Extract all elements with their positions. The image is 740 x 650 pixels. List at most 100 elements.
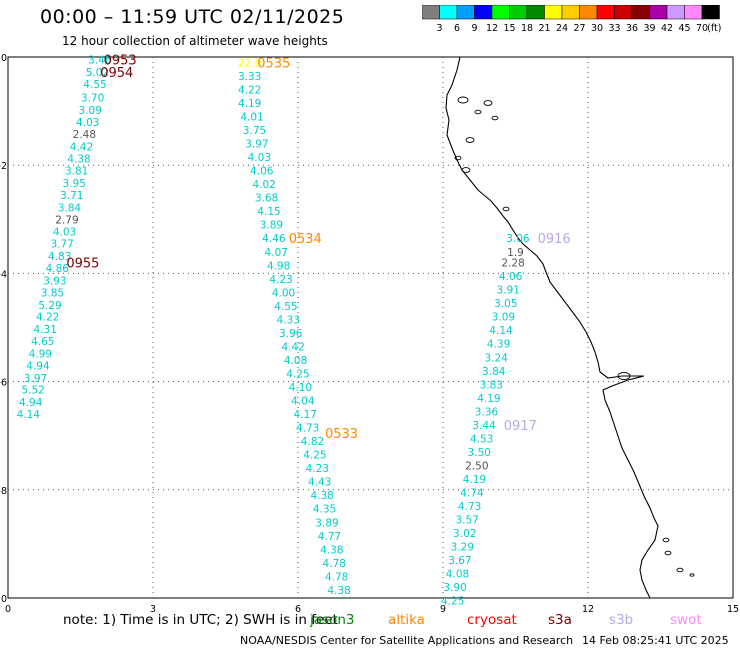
color-bin-label: 3 [436,23,442,34]
island-outline [474,109,482,115]
wave-height-label: 4.53 [470,433,493,445]
satellite-legend-altika: altika [388,612,425,628]
color-bin-label: 42 [661,23,673,34]
x-tick-label: 12 [582,604,594,612]
wave-height-label: 4.01 [240,112,263,124]
wave-height-label: 4.06 [250,166,274,178]
color-bin-label: 30 [591,23,603,34]
wave-height-label: 5.02 [86,67,109,79]
wave-height-label: 4.25 [303,450,326,462]
wave-height-label: 3.09 [492,312,515,324]
color-bin-label: 21 [538,23,550,34]
wave-height-label: 4.07 [265,247,288,259]
pass-time-label: 0535 [257,56,290,71]
legend-note: note: 1) Time is in UTC; 2) SWH is in fe… [63,612,338,628]
wave-height-label: 3.36 [475,406,499,418]
wave-height-label: 2.28 [501,258,524,270]
satellite-legend-s3a: s3a [548,612,572,628]
color-bin-16 [701,5,720,20]
color-bin-label: 45 [678,23,690,34]
wave-height-label: 4.78 [325,571,348,583]
x-tick-label: 15 [727,604,739,612]
wave-height-label: 4.65 [31,336,54,348]
wave-height-label: 4.55 [83,79,106,91]
color-bin-label: 33 [608,23,620,34]
island-outline [676,567,684,573]
color-bin-label: 36 [626,23,638,34]
wave-height-label: 4.19 [238,98,261,110]
pass-time-label: 0916 [538,232,571,247]
credit-text: NOAA/NESDIS Center for Satellite Applica… [240,634,574,647]
wave-height-label: 3.90 [443,582,466,594]
island-outline [502,206,510,212]
wave-height-label: 4.10 [289,382,312,394]
wave-height-label: 4.25 [286,368,309,380]
wave-height-label: 1.9 [507,247,524,259]
wave-height-label: 4.19 [463,474,486,486]
wave-height-label: 3.95 [63,178,86,190]
wave-height-label: 4.42 [70,141,93,153]
map-frame [7,56,734,599]
wave-height-label: 3.70 [81,93,104,105]
color-bin-label: 15 [503,23,515,34]
wave-height-label: 22.0 [238,57,261,69]
island-outline [664,550,672,556]
wave-height-label: 3.46 [88,55,112,67]
wave-height-label: 3.57 [455,515,478,527]
wave-height-label: 4.42 [281,341,304,353]
wave-height-label: 4.86 [46,263,70,275]
wave-height-label: 2.48 [73,129,96,141]
wave-height-label: 4.22 [238,84,261,96]
wave-height-label: 4.03 [76,117,99,129]
wave-height-label: 3.89 [315,517,338,529]
wave-height-label: 3.84 [58,202,82,214]
coastline [445,56,659,599]
wave-height-label: 3.85 [41,287,64,299]
wave-height-label: 3.84 [482,366,506,378]
wave-height-label: 3.77 [50,239,73,251]
wave-height-label: 4.15 [257,206,280,218]
color-scale-legend: 3 6 9 12 15 18 21 24 27 30 33 36 39 42 45 70 (ft) [422,5,722,34]
wave-height-label: 4.25 [441,596,464,608]
wave-height-label: 4.77 [318,531,341,543]
color-bin-label: 12 [486,23,498,34]
wave-height-label: 4.22 [36,312,59,324]
wave-height-label: 4.23 [306,463,329,475]
wave-height-label: 3.09 [78,105,101,117]
wave-height-label: 4.14 [17,409,41,421]
y-tick-label: -8 [0,486,7,497]
wave-height-label: 4.06 [499,271,523,283]
wave-height-label: 4.55 [274,301,297,313]
color-bin-label: 24 [556,23,568,34]
wave-height-label: 3.91 [497,285,520,297]
wave-height-label: 4.98 [267,260,290,272]
wave-height-label: 4.38 [310,490,333,502]
wave-height-label: 4.43 [308,477,331,489]
wave-height-label: 3.06 [506,233,530,245]
y-tick-label: -4 [0,269,7,280]
pass-time-label: 0955 [66,257,99,272]
wave-height-label: 4.39 [487,339,510,351]
wave-height-label: 3.33 [238,71,261,83]
wave-height-label: 4.74 [460,488,484,500]
color-bin-label: 6 [454,23,460,34]
wave-height-label: 3.97 [24,373,47,385]
wave-height-label: 3.68 [255,193,278,205]
pass-time-label: 0953 [104,54,137,69]
wave-height-label: 4.08 [446,569,469,581]
pass-time-label: 0533 [325,427,358,442]
color-scale-unit: (ft) [707,23,721,34]
wave-height-label: 2.79 [55,214,78,226]
wave-height-label: 4.38 [327,585,350,597]
wave-height-label: 3.02 [453,528,476,540]
x-tick-label: 0 [5,604,11,612]
wave-height-label: 4.23 [269,274,292,286]
map-subtitle: 12 hour collection of altimeter wave hei… [62,34,328,48]
island-outline [461,167,471,173]
satellite-legend-s3b: s3b [609,612,634,628]
wave-height-label: 3.81 [65,166,88,178]
wave-height-label: 3.44 [472,420,496,432]
pass-time-label: 0917 [504,419,537,434]
island-outline [617,371,631,381]
wave-height-label: 3.24 [484,352,508,364]
